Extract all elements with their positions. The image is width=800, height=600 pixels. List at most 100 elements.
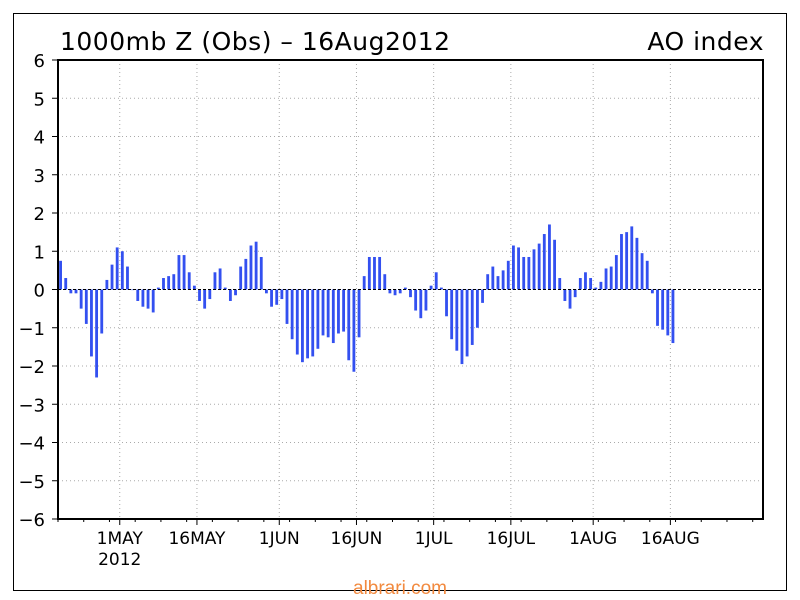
bar: [228, 289, 232, 301]
bar: [347, 289, 351, 361]
y-tick-label: 3: [34, 166, 45, 187]
bar: [352, 289, 356, 372]
bar: [378, 256, 382, 290]
bar: [419, 289, 423, 319]
y-tick-label: 5: [34, 89, 45, 110]
bar: [311, 289, 315, 357]
bar: [151, 289, 155, 313]
bar: [59, 260, 62, 290]
bar: [146, 289, 150, 309]
bar: [542, 234, 546, 290]
x-tick-label: 1JUL: [415, 529, 453, 549]
bar: [326, 289, 330, 338]
bar: [285, 289, 289, 324]
y-tick-label: −6: [18, 510, 45, 531]
bar: [656, 289, 659, 326]
bar: [398, 289, 402, 294]
bar: [290, 289, 294, 340]
bar: [558, 278, 562, 290]
bar: [192, 285, 196, 290]
bar: [537, 243, 541, 290]
x-tick-label: 16JUN: [331, 529, 383, 549]
bar: [244, 258, 248, 290]
bar: [465, 289, 469, 357]
bar: [367, 256, 371, 290]
bar: [599, 281, 603, 290]
bar: [548, 224, 551, 290]
bar: [630, 226, 634, 290]
x-year-label: 2012: [98, 550, 141, 570]
chart-title-right: AO index: [647, 27, 764, 56]
bar: [203, 289, 207, 309]
bar: [74, 289, 78, 294]
bar: [264, 289, 268, 294]
bar: [131, 289, 135, 291]
bar: [645, 260, 649, 290]
grid: [58, 60, 763, 519]
bar: [625, 232, 629, 290]
bar: [409, 289, 412, 298]
chart-title: 1000mb Z (Obs) – 16Aug2012: [60, 27, 451, 56]
bar: [115, 247, 119, 290]
bar: [362, 276, 366, 290]
bar: [481, 289, 484, 303]
x-tick-label: 1AUG: [569, 529, 617, 549]
bar: [100, 289, 104, 334]
bar: [321, 289, 325, 336]
bar: [527, 256, 531, 290]
bar: [470, 289, 474, 345]
bar: [84, 289, 88, 324]
bar: [172, 274, 176, 290]
bar: [331, 289, 335, 344]
bar: [429, 285, 433, 290]
bar: [239, 266, 243, 290]
x-tick-label: 1JUN: [259, 529, 300, 549]
y-tick-label: −3: [18, 395, 45, 416]
bar: [373, 256, 376, 290]
bar: [110, 264, 114, 290]
y-tick-label: 0: [34, 281, 45, 302]
bar: [177, 255, 181, 290]
bar: [414, 289, 418, 311]
bar: [234, 289, 237, 296]
bar: [357, 289, 361, 338]
bar: [213, 272, 217, 290]
bar: [270, 289, 273, 307]
bar: [342, 289, 346, 332]
bar: [635, 237, 639, 290]
bar: [640, 253, 644, 290]
bar: [95, 289, 99, 378]
bar: [162, 278, 165, 290]
watermark-text: albrari.com: [353, 578, 447, 599]
chart-frame: [13, 13, 787, 591]
bar: [223, 287, 227, 290]
bar: [424, 289, 428, 311]
x-tick-label: 16MAY: [168, 529, 226, 549]
bar: [280, 289, 284, 300]
bar: [337, 289, 340, 334]
bar: [450, 289, 454, 340]
bar: [434, 272, 438, 290]
y-tick-label: −4: [18, 434, 45, 455]
bar: [532, 249, 536, 290]
bar: [254, 241, 258, 290]
bar: [167, 276, 171, 290]
plot-border: [57, 59, 764, 520]
bar: [69, 289, 73, 294]
bar: [383, 274, 387, 290]
bar: [486, 274, 490, 290]
bar: [445, 289, 448, 317]
y-tick-label: 6: [34, 51, 45, 72]
bar: [208, 289, 212, 300]
bar: [594, 287, 598, 290]
bar: [614, 255, 618, 290]
bar: [439, 287, 443, 290]
bar: [517, 247, 520, 290]
bar: [182, 255, 186, 290]
y-tick-label: −5: [18, 472, 45, 493]
bar: [259, 256, 263, 290]
bar: [563, 289, 567, 301]
axes: 6 5 4 3 2 1 0 −1 −2 −3 −4 −5 −6 1MAY 16MAY 1JUN 16JUN 1JU…: [18, 51, 764, 570]
bar: [573, 289, 577, 298]
